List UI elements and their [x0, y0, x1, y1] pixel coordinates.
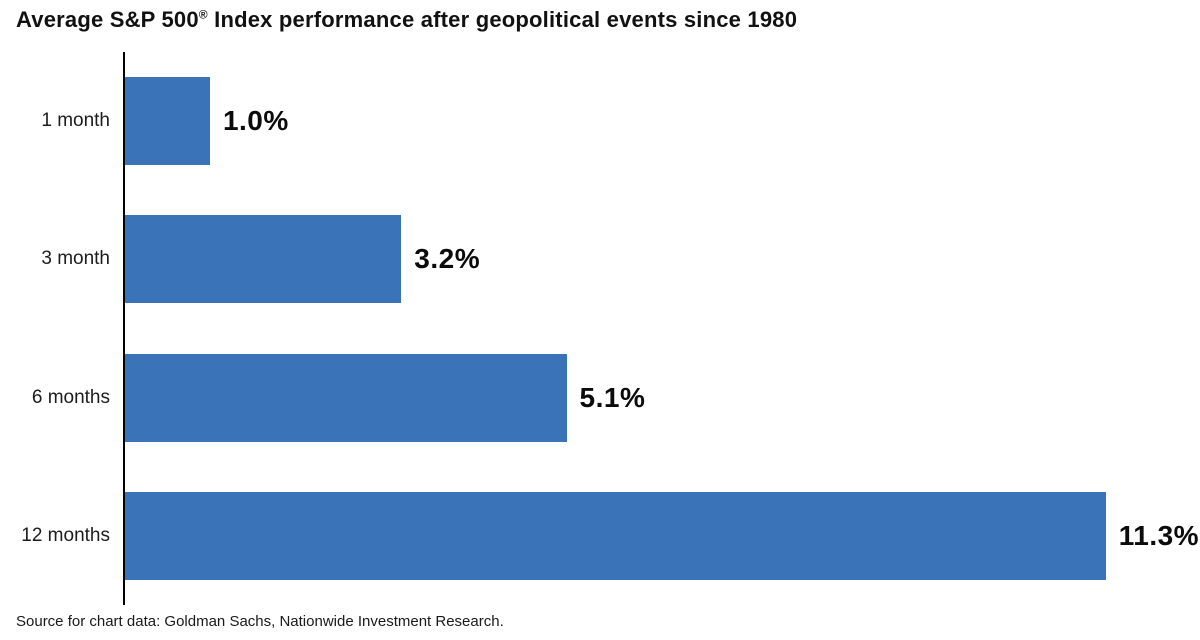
bar	[123, 491, 1106, 580]
bar-row: 6 months 5.1%	[0, 329, 1184, 467]
category-label: 6 months	[31, 386, 110, 408]
bar-track: 5.1%	[123, 329, 1184, 467]
bar-row: 12 months 11.3%	[0, 467, 1199, 605]
plot-area: 1 month 1.0% 3 month 3.2% 6 months 5.1% …	[0, 52, 1199, 605]
chart-title-post: Index performance after geopolitical eve…	[207, 7, 798, 32]
y-axis-line	[123, 52, 125, 605]
category-label: 3 month	[41, 248, 110, 270]
bar	[123, 215, 402, 304]
category-label: 1 month	[41, 110, 110, 132]
chart-title: Average S&P 500® Index performance after…	[16, 7, 797, 33]
value-label: 5.1%	[579, 381, 646, 413]
bar	[123, 353, 567, 442]
chart-title-pre: Average S&P 500	[16, 7, 199, 32]
bar	[123, 77, 210, 166]
value-label: 11.3%	[1118, 519, 1200, 551]
bar-track: 3.2%	[123, 190, 1184, 328]
value-label: 1.0%	[222, 105, 289, 137]
bar-row: 1 month 1.0%	[0, 52, 1184, 190]
source-note: Source for chart data: Goldman Sachs, Na…	[16, 613, 504, 630]
registered-trademark-mark: ®	[198, 7, 208, 22]
category-label: 12 months	[21, 524, 110, 546]
value-label: 3.2%	[414, 243, 481, 275]
bar-row: 3 month 3.2%	[0, 190, 1184, 328]
bar-track: 11.3%	[123, 467, 1199, 605]
bar-track: 1.0%	[123, 52, 1184, 190]
